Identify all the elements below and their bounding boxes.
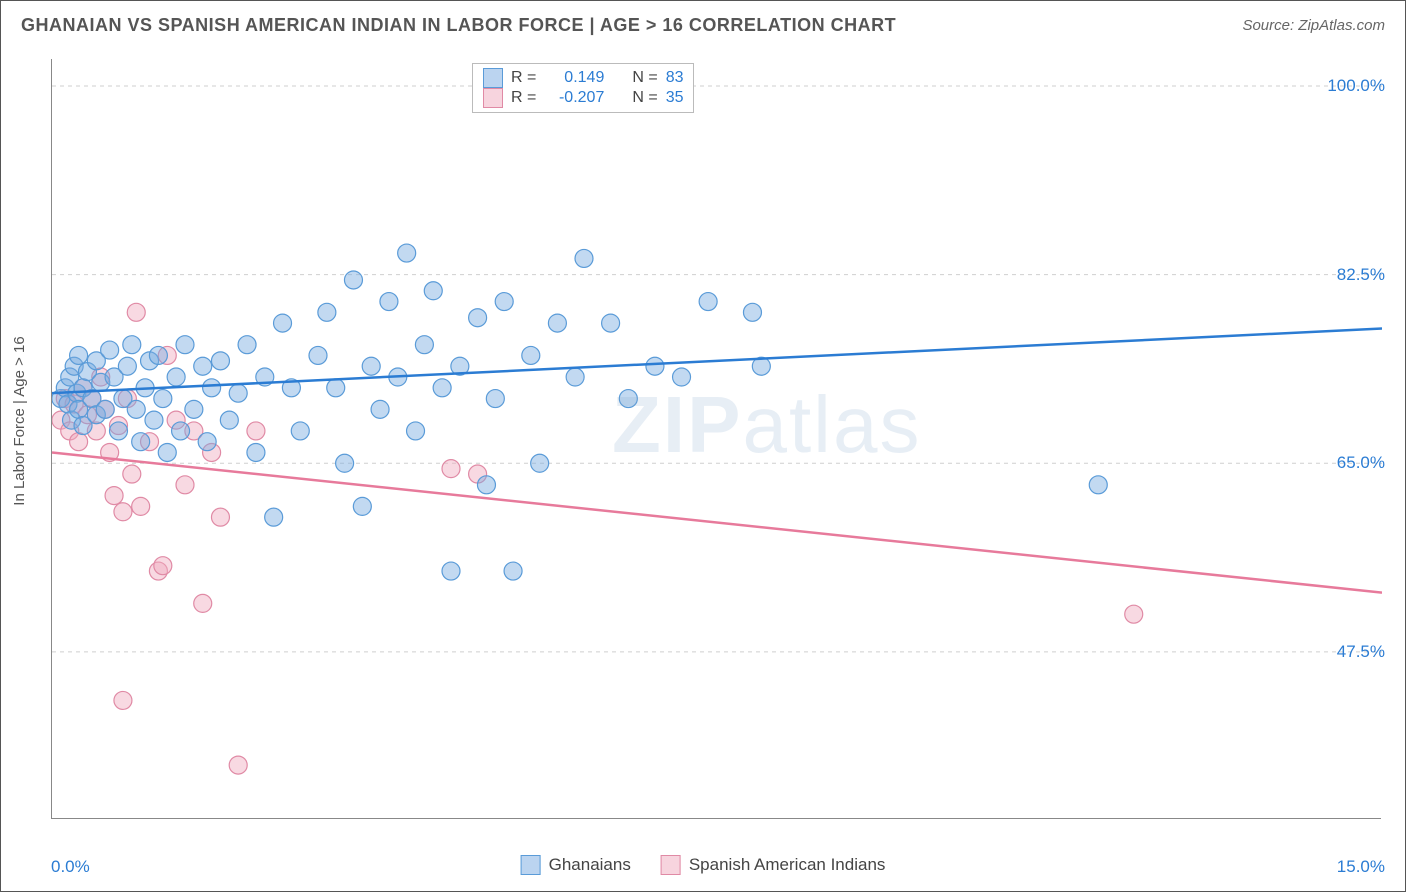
x-max-label: 15.0% <box>1337 857 1385 877</box>
legend-item: Spanish American Indians <box>661 855 886 875</box>
chart-card: GHANAIAN VS SPANISH AMERICAN INDIAN IN L… <box>0 0 1406 892</box>
n-label: N = <box>632 89 657 107</box>
swatch-pink <box>661 855 681 875</box>
r-value: 0.149 <box>544 69 604 87</box>
legend-label: Ghanaians <box>549 855 631 875</box>
swatch-pink <box>483 88 503 108</box>
y-tick-label: 65.0% <box>1337 453 1385 473</box>
n-value: 83 <box>666 69 684 87</box>
r-label: R = <box>511 89 536 107</box>
plot-area: ZIPatlas R = 0.149 N = 83 R = -0.207 N =… <box>51 59 1381 819</box>
chart-title: GHANAIAN VS SPANISH AMERICAN INDIAN IN L… <box>21 15 896 36</box>
r-label: R = <box>511 69 536 87</box>
swatch-blue <box>521 855 541 875</box>
n-value: 35 <box>666 89 684 107</box>
x-min-label: 0.0% <box>51 857 90 877</box>
chart-svg <box>52 59 1382 819</box>
y-tick-label: 47.5% <box>1337 642 1385 662</box>
legend-correlation: R = 0.149 N = 83 R = -0.207 N = 35 <box>472 63 694 113</box>
r-value: -0.207 <box>544 89 604 107</box>
y-tick-label: 82.5% <box>1337 265 1385 285</box>
y-tick-label: 100.0% <box>1327 76 1385 96</box>
y-axis-label: In Labor Force | Age > 16 <box>11 336 28 505</box>
legend-label: Spanish American Indians <box>689 855 886 875</box>
legend-item: Ghanaians <box>521 855 631 875</box>
swatch-blue <box>483 68 503 88</box>
title-bar: GHANAIAN VS SPANISH AMERICAN INDIAN IN L… <box>21 15 1385 36</box>
chart-source: Source: ZipAtlas.com <box>1242 17 1385 34</box>
n-label: N = <box>632 69 657 87</box>
legend-row: R = -0.207 N = 35 <box>483 88 683 108</box>
legend-row: R = 0.149 N = 83 <box>483 68 683 88</box>
legend-series: Ghanaians Spanish American Indians <box>521 855 886 875</box>
